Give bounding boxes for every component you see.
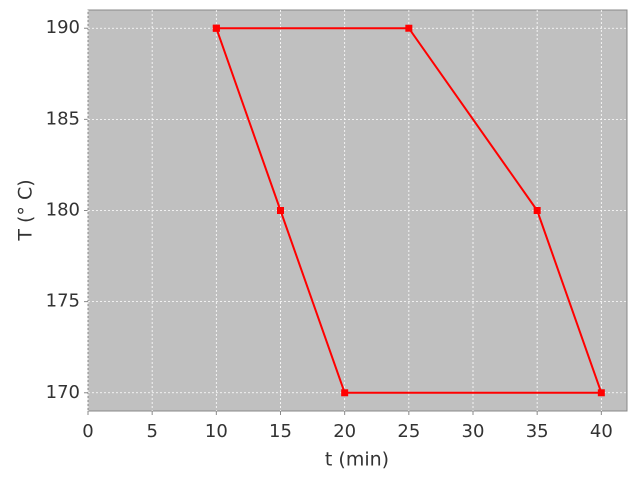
- x-tick-label: 20: [333, 421, 356, 442]
- x-tick-label: 25: [397, 421, 420, 442]
- point-marker: [405, 24, 413, 32]
- y-tick-label: 190: [46, 17, 80, 38]
- point-marker: [212, 24, 220, 32]
- point-marker: [533, 207, 541, 214]
- x-tick-label: 35: [526, 421, 549, 442]
- y-tick-label: 180: [46, 200, 80, 221]
- y-tick-label: 175: [46, 291, 80, 312]
- y-tick-label: 185: [46, 108, 80, 129]
- x-axis-title: t (min): [325, 449, 389, 471]
- x-tick-label: 40: [590, 421, 613, 442]
- point-marker: [597, 389, 605, 397]
- x-tick-label: 0: [82, 421, 93, 442]
- y-axis-title: T (° C): [15, 179, 37, 241]
- point-marker: [277, 207, 284, 214]
- point-marker: [341, 389, 349, 397]
- y-tick-label: 170: [46, 382, 80, 403]
- x-tick-label: 10: [205, 421, 228, 442]
- x-tick-label: 30: [462, 421, 485, 442]
- x-tick-label: 5: [146, 421, 157, 442]
- x-tick-label: 15: [269, 421, 292, 442]
